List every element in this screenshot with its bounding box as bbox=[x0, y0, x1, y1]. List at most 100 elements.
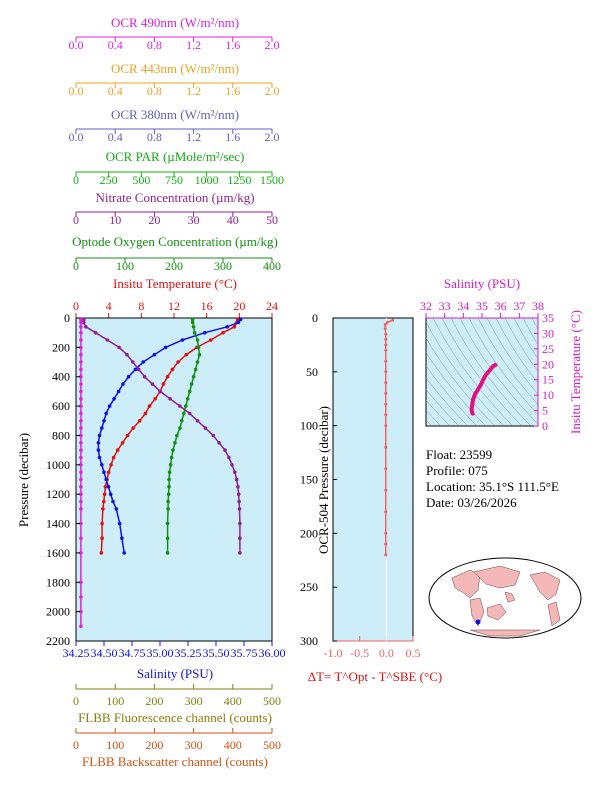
series-nitrate-point bbox=[233, 470, 237, 475]
axis-par-tick-label: 500 bbox=[132, 173, 150, 187]
series-salinity-point bbox=[111, 499, 115, 504]
ts-contour bbox=[513, 318, 538, 360]
axis-ocr443-tick-label: 0.0 bbox=[69, 84, 84, 98]
axis-pressure-tick-label: 1200 bbox=[46, 487, 70, 501]
series-insitu-temperature-point bbox=[99, 551, 104, 555]
axis-pressure-tick-label: 200 bbox=[52, 340, 70, 354]
axis-oxygen-label: Optode Oxygen Concentration (µm/kg) bbox=[72, 234, 278, 249]
ts-series-group bbox=[469, 362, 498, 416]
axis-ts_temperature-tick-label: 10 bbox=[542, 388, 554, 402]
series-insitu-temperature-point bbox=[125, 433, 130, 438]
series-ocr-490nm-point bbox=[79, 374, 83, 379]
series-nitrate-point bbox=[93, 330, 98, 335]
series-insitu-temperature-point bbox=[102, 492, 107, 497]
axis-pressure-tick-label: 600 bbox=[52, 399, 70, 413]
series-nitrate-point bbox=[84, 325, 88, 329]
series-salinity-point bbox=[133, 367, 138, 372]
series-salinity-point bbox=[120, 536, 124, 540]
axis-temperature-tick-label: 8 bbox=[138, 299, 144, 313]
ts-salinity-label: Salinity (PSU) bbox=[444, 276, 520, 291]
dt-series-point bbox=[391, 318, 395, 322]
axis-pressure-tick-label: 0 bbox=[64, 311, 70, 325]
axis-fluorescence-tick-label: 300 bbox=[185, 694, 203, 708]
axis-ocr_pressure-ticks: 0 50 100 150 200 250 300 bbox=[300, 311, 337, 648]
dt-series-point bbox=[384, 359, 388, 363]
series-ocr-490nm-point bbox=[79, 485, 83, 489]
map-float-marker bbox=[475, 619, 481, 625]
axis-backscatter-label: FLBB Backscatter channel (counts) bbox=[82, 754, 268, 769]
axis-ts_salinity-tick-label: 33 bbox=[439, 299, 451, 313]
ts-contour bbox=[486, 318, 538, 395]
series-insitu-temperature-point bbox=[235, 317, 240, 322]
series-optode-oxygen-point bbox=[165, 551, 170, 555]
series-ocr-490nm-point bbox=[79, 455, 83, 460]
axis-ocr443-tick-label: 1.2 bbox=[186, 84, 201, 98]
axis-fluorescence-tick-label: 0 bbox=[73, 694, 79, 708]
axis-temperature-label: Insitu Temperature (°C) bbox=[113, 276, 237, 291]
series-ocr-490nm-point bbox=[79, 382, 83, 386]
series-optode-oxygen-point bbox=[184, 404, 188, 408]
series-insitu-temperature-point bbox=[170, 367, 175, 372]
axis-fluorescence-label: FLBB Fluorescence channel (counts) bbox=[78, 710, 272, 725]
series-insitu-temperature-point bbox=[102, 499, 106, 504]
ts-contour bbox=[450, 318, 532, 426]
map-land bbox=[451, 565, 561, 637]
series-nitrate-point bbox=[105, 338, 110, 342]
dt-series-point bbox=[384, 370, 388, 374]
axis-ocr_pressure-tick-label: 50 bbox=[306, 365, 318, 379]
series-salinity-point bbox=[152, 352, 157, 357]
axis-backscatter-ticks: 0 100 200 300 400 500 bbox=[73, 728, 281, 752]
axis-temperature-tick-label: 24 bbox=[266, 299, 278, 313]
series-insitu-temperature-point bbox=[209, 338, 213, 342]
axis-ocr443-tick-label: 0.8 bbox=[147, 84, 162, 98]
ts-curve bbox=[469, 362, 498, 416]
axis-ocr490-tick-label: 0.0 bbox=[69, 38, 84, 52]
axis-par-ticks: 0 250 500 750 1000 1250 1500 bbox=[73, 171, 284, 187]
axis-ocr_pressure-tick-label: 150 bbox=[300, 473, 318, 487]
axis-ts_temperature-tick-label: 5 bbox=[542, 404, 548, 418]
axis-backscatter-tick-label: 200 bbox=[145, 738, 163, 752]
series-salinity-point bbox=[97, 455, 102, 460]
series-nitrate-point bbox=[150, 382, 155, 386]
axis-nitrate-tick-label: 10 bbox=[109, 213, 121, 227]
dt-series-line bbox=[384, 319, 393, 555]
axis-dt-tick-label: 0.5 bbox=[406, 646, 421, 660]
ts-contour bbox=[426, 399, 451, 426]
series-nitrate-point bbox=[82, 317, 86, 322]
series-nitrate-point bbox=[238, 536, 242, 540]
series-salinity-point bbox=[97, 433, 102, 438]
ts-contour bbox=[522, 318, 538, 346]
series-insitu-temperature-point bbox=[100, 536, 104, 540]
series-optode-oxygen-point bbox=[192, 330, 197, 335]
series-ocr-490nm-point bbox=[79, 463, 83, 467]
info-location: Location: 35.1°S 111.5°E bbox=[426, 479, 559, 494]
series-optode-oxygen-point bbox=[182, 411, 186, 416]
axis-salinity-tick-label: 35.50 bbox=[203, 646, 230, 660]
series-salinity-point bbox=[96, 448, 101, 452]
ts-temperature-label: Insitu Temperature (°C) bbox=[568, 310, 583, 434]
series-optode-oxygen-point bbox=[178, 426, 182, 430]
ts-contour bbox=[504, 318, 538, 372]
series-nitrate-point bbox=[168, 397, 172, 401]
series-salinity-point bbox=[203, 330, 207, 335]
axis-nitrate-tick-label: 50 bbox=[266, 213, 278, 227]
ts-contour-lines bbox=[426, 318, 538, 426]
axis-ts_salinity-ticks: 32 33 34 35 36 37 38 bbox=[420, 299, 544, 319]
axis-ts_temperature-tick-label: 35 bbox=[542, 311, 554, 325]
location-map bbox=[428, 557, 582, 639]
axis-salinity-ticks: 34.25 34.50 34.75 35.00 35.25 35.50 35.75 36.00 bbox=[63, 641, 286, 660]
series-insitu-temperature-point bbox=[143, 411, 148, 416]
axis-ocr380-tick-label: 0.4 bbox=[108, 130, 123, 144]
ts-density-contours bbox=[426, 318, 538, 426]
series-salinity-point bbox=[225, 325, 229, 329]
axis-ocr380-label: OCR 380nm (W/m²/nm) bbox=[111, 107, 239, 122]
axis-ocr443-tick-label: 1.6 bbox=[225, 84, 240, 98]
axis-salinity-tick-label: 36.00 bbox=[259, 646, 286, 660]
dt-series-point bbox=[384, 381, 388, 385]
series-salinity-point bbox=[96, 441, 101, 445]
series-insitu-temperature-point bbox=[137, 419, 142, 423]
series-insitu-temperature-point bbox=[103, 485, 108, 489]
dt-series-point bbox=[384, 510, 388, 514]
